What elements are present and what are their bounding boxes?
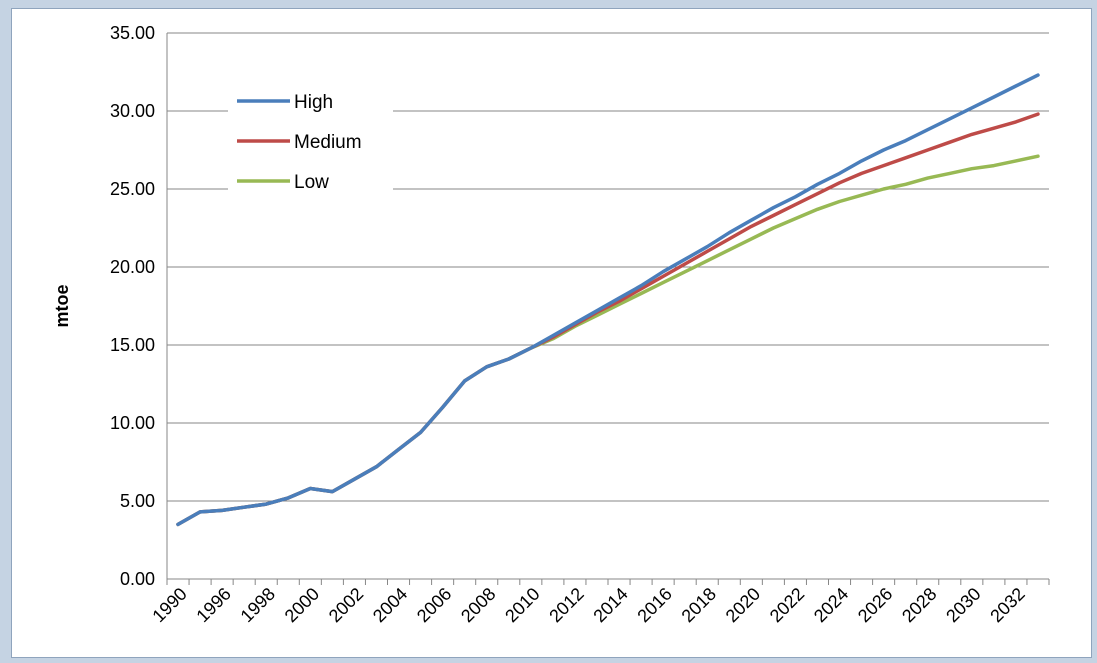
x-tick-label: 1996 — [192, 584, 234, 626]
x-tick-label: 2014 — [589, 584, 631, 626]
x-tick-label: 2016 — [633, 584, 675, 626]
x-tick-label: 2028 — [898, 584, 940, 626]
x-tick-label: 2024 — [810, 584, 852, 626]
legend-label-high: High — [294, 92, 333, 113]
legend-label-medium: Medium — [294, 132, 362, 153]
x-tick-label: 2000 — [281, 584, 323, 626]
chart-frame: 0.00 5.00 10.00 15.00 20.00 25.00 30.00 35.00 19… — [11, 8, 1092, 658]
legend-label-low: Low — [294, 172, 329, 193]
x-tick-label: 2018 — [678, 584, 720, 626]
x-tick-label: 2020 — [722, 584, 764, 626]
y-tick-label: 20.00 — [110, 257, 155, 277]
y-tick-label: 25.00 — [110, 179, 155, 199]
y-tick-label: 5.00 — [120, 491, 155, 511]
y-axis-label: mtoe — [52, 284, 72, 327]
x-tick-label: 2022 — [766, 584, 808, 626]
x-tick-label: 2004 — [369, 584, 411, 626]
x-tick-label: 1998 — [237, 584, 279, 626]
line-chart: 0.00 5.00 10.00 15.00 20.00 25.00 30.00 35.00 19… — [52, 23, 1050, 626]
x-tick-label: 2008 — [457, 584, 499, 626]
series-line-low — [176, 154, 1040, 527]
x-tick-label: 2012 — [545, 584, 587, 626]
x-tick-label: 2010 — [501, 584, 543, 626]
x-tick-label: 2002 — [325, 584, 367, 626]
y-tick-label: 30.00 — [110, 101, 155, 121]
y-tick-label: 15.00 — [110, 335, 155, 355]
x-tick-label: 2026 — [854, 584, 896, 626]
y-tick-label: 35.00 — [110, 23, 155, 43]
y-tick-label: 10.00 — [110, 413, 155, 433]
y-tick-label: 0.00 — [120, 569, 155, 589]
x-tick-label: 2032 — [986, 584, 1028, 626]
x-tick-label: 2006 — [413, 584, 455, 626]
x-tick-label: 1990 — [148, 584, 190, 626]
series-line-high — [176, 73, 1040, 527]
x-tick-label: 2030 — [942, 584, 984, 626]
